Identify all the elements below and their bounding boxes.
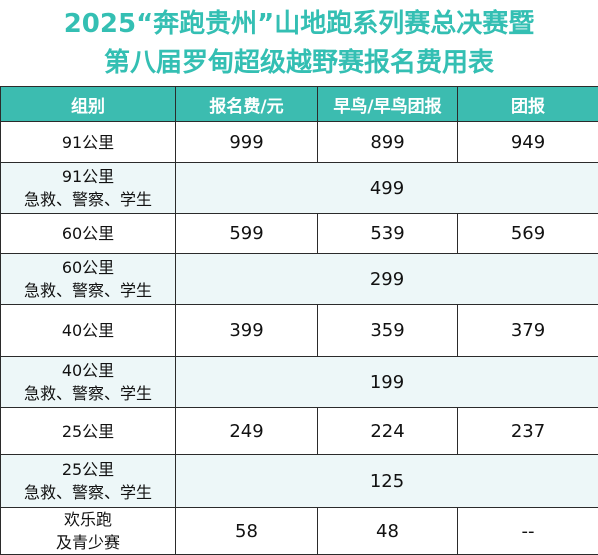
- column-header-group: 组别: [1, 87, 176, 122]
- table-row: 欢乐跑 及青少赛 58 48 --: [1, 508, 598, 555]
- column-header-team: 团报: [458, 87, 598, 122]
- fee-cell: 599: [176, 214, 318, 254]
- unified-fee-cell: 199: [176, 357, 598, 408]
- group-cell: 40公里: [1, 305, 176, 357]
- table-row: 60公里 急救、警察、学生 299: [1, 254, 598, 305]
- early-cell: 224: [318, 408, 458, 455]
- group-cell: 60公里 急救、警察、学生: [1, 254, 176, 305]
- group-name: 60公里: [1, 256, 175, 279]
- table-row: 25公里 急救、警察、学生 125: [1, 455, 598, 508]
- group-cell: 40公里 急救、警察、学生: [1, 357, 176, 408]
- table-row: 40公里 399 359 379: [1, 305, 598, 357]
- page-title-line-1: 2025“奔跑贵州”山地跑系列赛总决赛暨: [0, 8, 598, 40]
- group-cell: 91公里 急救、警察、学生: [1, 163, 176, 214]
- early-cell: 539: [318, 214, 458, 254]
- unified-fee-cell: 125: [176, 455, 598, 508]
- team-cell: 949: [458, 122, 598, 163]
- fee-cell: 249: [176, 408, 318, 455]
- table-header-row: 组别 报名费/元 早鸟/早鸟团报 团报: [1, 87, 598, 122]
- title-block: 2025“奔跑贵州”山地跑系列赛总决赛暨 第八届罗甸超级越野赛报名费用表: [0, 0, 598, 86]
- group-sub-label: 急救、警察、学生: [1, 279, 175, 302]
- unified-fee-cell: 299: [176, 254, 598, 305]
- group-cell: 25公里: [1, 408, 176, 455]
- early-cell: 899: [318, 122, 458, 163]
- column-header-early: 早鸟/早鸟团报: [318, 87, 458, 122]
- fee-table: 组别 报名费/元 早鸟/早鸟团报 团报 91公里 999 899 949 91公…: [0, 86, 598, 555]
- page-title-line-2: 第八届罗甸超级越野赛报名费用表: [0, 47, 598, 79]
- group-sub-label: 急救、警察、学生: [1, 481, 175, 504]
- team-cell: 569: [458, 214, 598, 254]
- group-sub-label: 急救、警察、学生: [1, 188, 175, 211]
- team-cell: --: [458, 508, 598, 555]
- group-name: 25公里: [1, 458, 175, 481]
- fee-cell: 58: [176, 508, 318, 555]
- group-cell: 欢乐跑 及青少赛: [1, 508, 176, 555]
- fee-cell: 399: [176, 305, 318, 357]
- table-row: 91公里 急救、警察、学生 499: [1, 163, 598, 214]
- column-header-fee: 报名费/元: [176, 87, 318, 122]
- table-row: 40公里 急救、警察、学生 199: [1, 357, 598, 408]
- table-row: 25公里 249 224 237: [1, 408, 598, 455]
- early-cell: 48: [318, 508, 458, 555]
- team-cell: 237: [458, 408, 598, 455]
- early-cell: 359: [318, 305, 458, 357]
- group-cell: 91公里: [1, 122, 176, 163]
- group-sub-label: 及青少赛: [1, 531, 175, 554]
- group-name: 40公里: [1, 359, 175, 382]
- group-sub-label: 急救、警察、学生: [1, 382, 175, 405]
- team-cell: 379: [458, 305, 598, 357]
- group-cell: 60公里: [1, 214, 176, 254]
- table-row: 91公里 999 899 949: [1, 122, 598, 163]
- fee-cell: 999: [176, 122, 318, 163]
- group-name: 欢乐跑: [1, 508, 175, 531]
- group-cell: 25公里 急救、警察、学生: [1, 455, 176, 508]
- unified-fee-cell: 499: [176, 163, 598, 214]
- group-name: 91公里: [1, 165, 175, 188]
- table-row: 60公里 599 539 569: [1, 214, 598, 254]
